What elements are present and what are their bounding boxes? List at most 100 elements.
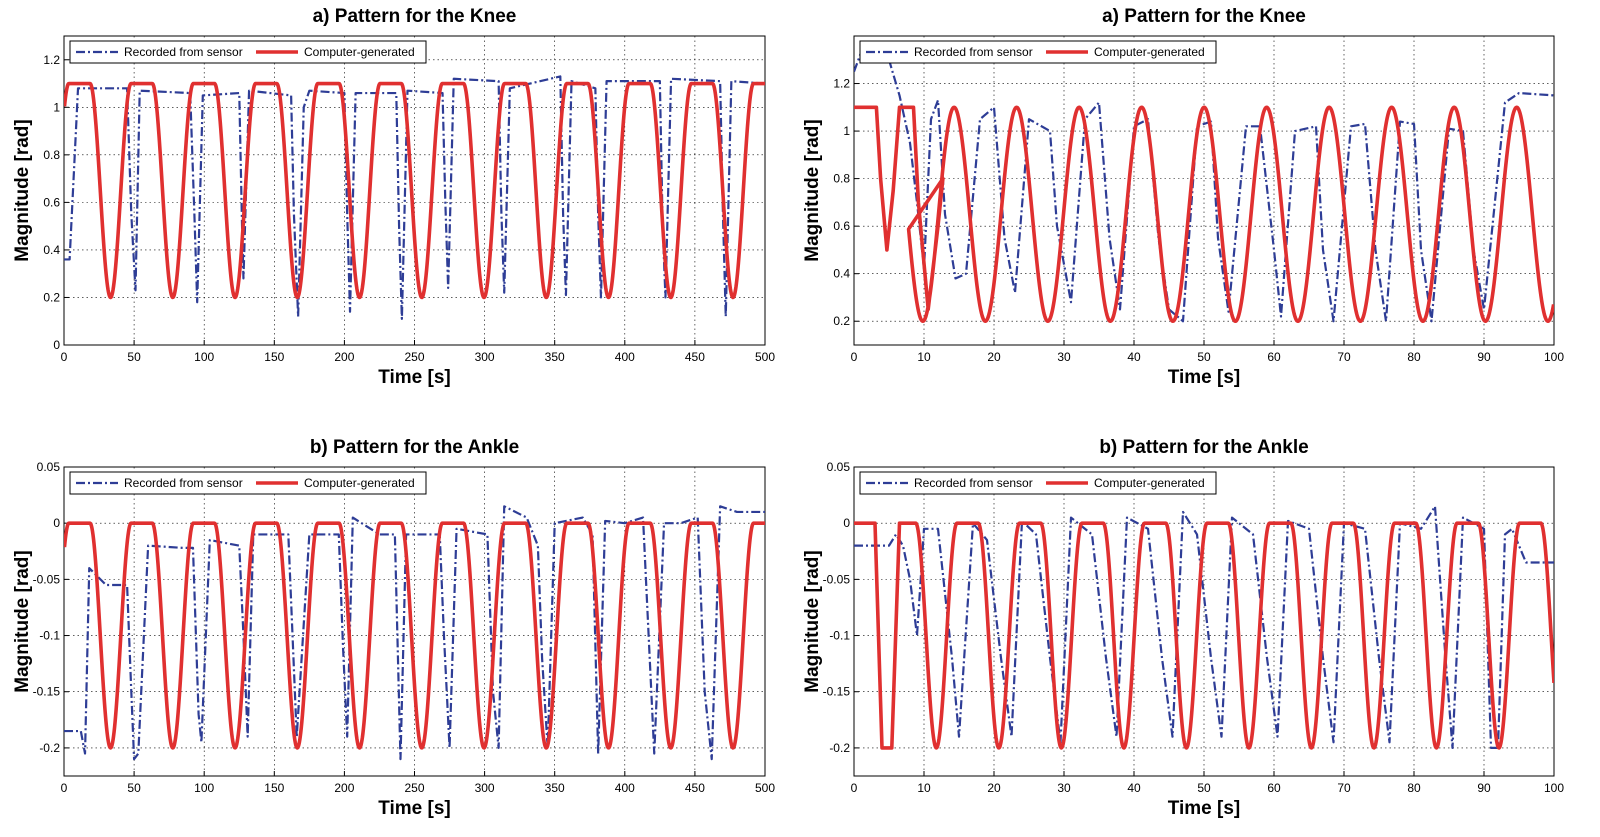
- y-tick-label: -0.05: [33, 572, 61, 586]
- y-tick-label: 0.4: [43, 243, 60, 257]
- x-tick-label: 90: [1477, 350, 1491, 364]
- legend-label: Computer-generated: [1094, 476, 1205, 490]
- x-tick-label: 40: [1127, 350, 1141, 364]
- legend: Recorded from sensor Computer-generated: [859, 40, 1217, 64]
- y-tick-label: 0.05: [37, 460, 61, 474]
- x-tick-label: 10: [917, 350, 931, 364]
- series-generated-line: [64, 81, 765, 300]
- chart-title: b) Pattern for the Ankle: [1099, 437, 1308, 458]
- series-recorded-line: [64, 75, 765, 320]
- x-tick-label: 250: [404, 350, 424, 364]
- x-tick-label: 250: [404, 781, 424, 795]
- series-generated-line: [854, 521, 1554, 750]
- x-tick-label: 450: [685, 350, 705, 364]
- y-tick-label: 0.4: [833, 267, 850, 281]
- y-tick-label: 0.8: [43, 148, 60, 162]
- x-tick-label: 30: [1057, 781, 1071, 795]
- chart-knee-500-svg: a) Pattern for the Knee 0 50 100 150 200 250 30…: [12, 6, 775, 388]
- x-tick-label: 70: [1337, 781, 1351, 795]
- x-tick-label: 300: [475, 781, 495, 795]
- x-tick-label: 200: [334, 781, 354, 795]
- legend-label: Recorded from sensor: [914, 476, 1033, 490]
- x-tick-label: 200: [334, 350, 354, 364]
- y-tick-label: -0.15: [33, 685, 61, 699]
- y-tick-label: 1: [843, 124, 850, 138]
- chart-knee-100-svg: a) Pattern for the Knee 0 10 20 30 40 50 60 70 80…: [802, 6, 1564, 388]
- y-tick-label: 0: [53, 516, 60, 530]
- y-tick-label: 0.8: [833, 172, 850, 186]
- x-tick-label: 500: [755, 350, 775, 364]
- x-axis-label: Time [s]: [378, 798, 451, 819]
- x-axis-label: Time [s]: [1168, 367, 1241, 388]
- series-generated-line: [64, 521, 765, 750]
- legend-label: Computer-generated: [1094, 45, 1205, 59]
- legend: Recorded from sensor Computer-generated: [69, 471, 427, 495]
- y-tick-label: 0.05: [827, 460, 851, 474]
- chart-knee-100: a) Pattern for the Knee 0 10 20 30 40 50 60 70 80…: [790, 0, 1590, 418]
- x-axis-label: Time [s]: [378, 367, 451, 388]
- y-tick-label: -0.1: [829, 629, 850, 643]
- legend-label: Computer-generated: [304, 476, 415, 490]
- x-tick-label: 100: [1544, 350, 1564, 364]
- x-tick-label: 400: [615, 350, 635, 364]
- y-tick-label: 0.2: [43, 290, 60, 304]
- chart-title: a) Pattern for the Knee: [1102, 6, 1306, 27]
- x-tick-label: 20: [987, 781, 1001, 795]
- y-tick-label: 0.6: [833, 219, 850, 233]
- y-tick-label: -0.2: [829, 741, 850, 755]
- y-tick-label: 0: [53, 338, 60, 352]
- y-tick-label: 1.2: [833, 77, 850, 91]
- x-tick-label: 350: [545, 350, 565, 364]
- x-tick-label: 0: [851, 781, 858, 795]
- x-tick-label: 100: [1544, 781, 1564, 795]
- x-tick-label: 150: [264, 350, 284, 364]
- x-tick-label: 0: [61, 350, 68, 364]
- x-tick-label: 80: [1407, 781, 1421, 795]
- x-tick-label: 50: [127, 781, 141, 795]
- chart-knee-500: a) Pattern for the Knee 0 50 100 150 200 250 30…: [0, 0, 800, 418]
- y-tick-label: 1.2: [43, 53, 60, 67]
- x-tick-label: 10: [917, 781, 931, 795]
- legend-label: Recorded from sensor: [124, 45, 243, 59]
- x-tick-label: 0: [61, 781, 68, 795]
- y-axis-label: Magnitude [rad]: [12, 550, 33, 693]
- x-tick-label: 50: [1197, 781, 1211, 795]
- y-axis-label: Magnitude [rad]: [12, 119, 33, 262]
- chart-ankle-100-svg: b) Pattern for the Ankle 0 10 20 30 40 50 60 70 8…: [802, 437, 1564, 819]
- x-tick-label: 50: [127, 350, 141, 364]
- x-tick-label: 20: [987, 350, 1001, 364]
- x-tick-label: 400: [615, 781, 635, 795]
- chart-title: b) Pattern for the Ankle: [310, 437, 519, 458]
- legend-label: Recorded from sensor: [914, 45, 1033, 59]
- x-tick-label: 30: [1057, 350, 1071, 364]
- y-tick-label: -0.1: [39, 629, 60, 643]
- chart-ankle-500: b) Pattern for the Ankle 0 50 100 150 200 250 3…: [0, 419, 800, 837]
- y-tick-label: -0.05: [823, 572, 851, 586]
- y-tick-label: 1: [53, 100, 60, 114]
- x-tick-label: 100: [194, 781, 214, 795]
- x-tick-label: 350: [545, 781, 565, 795]
- chart-ankle-100: b) Pattern for the Ankle 0 10 20 30 40 50 60 70 8…: [790, 419, 1590, 837]
- legend: Recorded from sensor Computer-generated: [69, 40, 427, 64]
- legend-label: Recorded from sensor: [124, 476, 243, 490]
- y-tick-label: -0.15: [823, 685, 851, 699]
- x-tick-label: 80: [1407, 350, 1421, 364]
- x-tick-label: 450: [685, 781, 705, 795]
- x-tick-label: 70: [1337, 350, 1351, 364]
- y-tick-label: 0.6: [43, 195, 60, 209]
- x-tick-label: 0: [851, 350, 858, 364]
- x-tick-label: 50: [1197, 350, 1211, 364]
- y-axis-label: Magnitude [rad]: [802, 119, 823, 262]
- x-tick-label: 90: [1477, 781, 1491, 795]
- x-tick-label: 60: [1267, 350, 1281, 364]
- legend-label: Computer-generated: [304, 45, 415, 59]
- x-tick-label: 100: [194, 350, 214, 364]
- x-tick-label: 150: [264, 781, 284, 795]
- series-recorded-line: [854, 505, 1554, 750]
- x-tick-label: 300: [475, 350, 495, 364]
- x-tick-label: 500: [755, 781, 775, 795]
- y-tick-label: -0.2: [39, 741, 60, 755]
- legend: Recorded from sensor Computer-generated: [859, 471, 1217, 495]
- chart-ankle-500-svg: b) Pattern for the Ankle 0 50 100 150 200 250 3…: [12, 437, 775, 819]
- y-axis-label: Magnitude [rad]: [802, 550, 823, 693]
